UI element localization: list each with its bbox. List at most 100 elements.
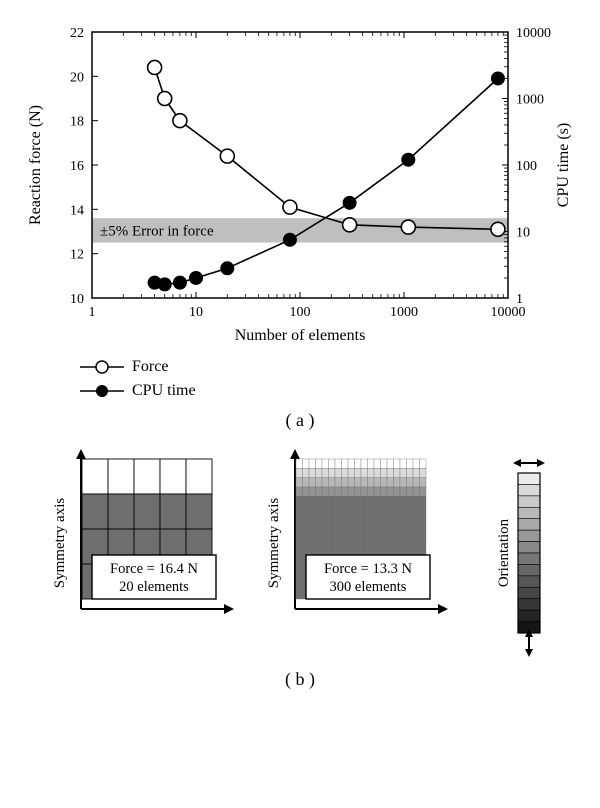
mesh-cell (108, 494, 134, 529)
orient-step (518, 599, 540, 610)
mesh-cell (387, 487, 394, 496)
yl-tick: 18 (70, 115, 84, 130)
mesh-cell (387, 506, 394, 515)
mesh-cell (309, 468, 316, 477)
mesh-cell (407, 459, 414, 468)
mesh-cell (381, 534, 388, 543)
mesh-cell (407, 534, 414, 543)
mesh-cell (407, 543, 414, 552)
mesh-cell (374, 496, 381, 505)
mesh-cell (394, 478, 401, 487)
mesh-20: Symmetry axisForce = 16.4 N20 elements (50, 449, 240, 659)
mesh-cell (381, 496, 388, 505)
mesh-cell (316, 496, 323, 505)
mesh-cell (400, 534, 407, 543)
mesh-cell (322, 543, 329, 552)
orient-step (518, 530, 540, 541)
mesh-cell (413, 515, 420, 524)
mesh-cell (322, 478, 329, 487)
pt (189, 271, 203, 285)
mesh-cell (309, 506, 316, 515)
mesh-cell (420, 487, 427, 496)
mesh-cell (420, 515, 427, 524)
mesh-cell (368, 543, 375, 552)
mesh-cell (316, 543, 323, 552)
mesh-cell (335, 543, 342, 552)
mesh-cell (374, 534, 381, 543)
mesh-cell (335, 506, 342, 515)
mesh-cell (309, 496, 316, 505)
x-tick: 1000 (390, 305, 418, 320)
mesh-cell (296, 543, 303, 552)
mesh-cell (322, 487, 329, 496)
orient-step (518, 542, 540, 553)
mesh-cell (413, 468, 420, 477)
yl-tick: 10 (70, 292, 84, 307)
orient-step (518, 473, 540, 484)
mesh-cell (348, 487, 355, 496)
mesh-cell (420, 478, 427, 487)
mesh-cell (420, 534, 427, 543)
mesh-cell (400, 459, 407, 468)
mesh-cell (361, 496, 368, 505)
legend-cpu-label: CPU time (132, 382, 196, 400)
mesh-cell (413, 534, 420, 543)
mesh-cell (407, 524, 414, 533)
mesh-cell (309, 534, 316, 543)
orient-step (518, 496, 540, 507)
mesh-cell (296, 468, 303, 477)
mesh-cell (407, 506, 414, 515)
mesh-cell (374, 478, 381, 487)
pt (173, 114, 187, 128)
mesh-cell (348, 524, 355, 533)
mesh-cell (355, 534, 362, 543)
mesh-cell (394, 524, 401, 533)
mesh-cell (322, 506, 329, 515)
mesh-cell (322, 524, 329, 533)
mesh-cell (316, 468, 323, 477)
pt (283, 233, 297, 247)
mesh-cell (381, 459, 388, 468)
pt (220, 149, 234, 163)
mesh-cell (342, 478, 349, 487)
mesh-cell (368, 487, 375, 496)
legend-force: Force (80, 358, 600, 376)
symmetry-axis-label: Symmetry axis (266, 498, 282, 589)
mesh-cell (296, 562, 303, 571)
pt (158, 92, 172, 106)
mesh-cell (361, 487, 368, 496)
mesh-cell (296, 524, 303, 533)
mesh-cell (413, 506, 420, 515)
mesh-cell (413, 543, 420, 552)
mesh-cell (303, 543, 310, 552)
mesh-cell (82, 494, 108, 529)
mesh-cell (394, 534, 401, 543)
mesh-cell (303, 478, 310, 487)
mesh-cell (342, 496, 349, 505)
mesh-cell (368, 534, 375, 543)
mesh-cell (400, 468, 407, 477)
mesh-cell (361, 524, 368, 533)
series-CPU time (155, 78, 498, 284)
mesh-cell (394, 543, 401, 552)
mesh-cell (381, 487, 388, 496)
mesh-cell (342, 515, 349, 524)
mesh-cell (329, 515, 336, 524)
mesh-cell (316, 515, 323, 524)
sublabel-b: ( b ) (0, 669, 600, 690)
mesh-cell (348, 506, 355, 515)
mesh-cell (413, 459, 420, 468)
yr-axis-label: CPU time (s) (555, 123, 572, 207)
legend: Force CPU time (80, 358, 600, 400)
mesh-cell (400, 506, 407, 515)
mesh-cell (420, 506, 427, 515)
mesh-cell (407, 515, 414, 524)
mesh-cell (309, 478, 316, 487)
mesh-cell (355, 478, 362, 487)
mesh-cell (387, 543, 394, 552)
mesh-cell (355, 487, 362, 496)
mesh-cell (329, 487, 336, 496)
mesh-cell (374, 459, 381, 468)
elem-count: 20 elements (119, 579, 189, 595)
mesh-cell (316, 487, 323, 496)
